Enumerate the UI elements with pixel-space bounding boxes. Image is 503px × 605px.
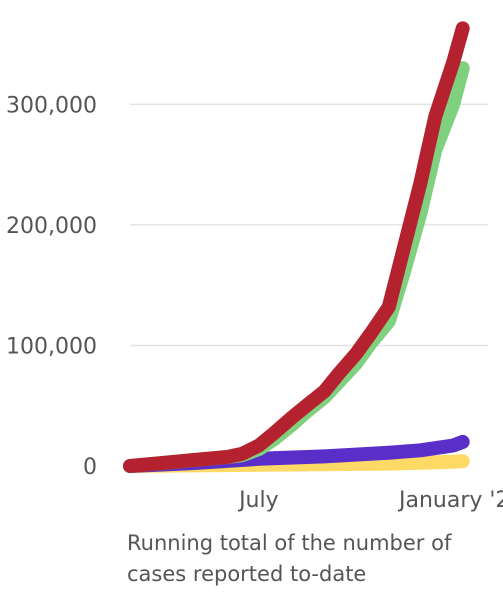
x-tick-label: July — [237, 488, 279, 513]
y-tick-label: 0 — [83, 455, 97, 480]
y-tick-label: 300,000 — [6, 93, 97, 118]
cases-line-chart: 0 100,000 200,000 300,000 July January '21 — [6, 21, 503, 513]
chart-caption: Running total of the number of cases rep… — [127, 531, 452, 586]
series-line-1 — [123, 21, 470, 473]
y-tick-label: 100,000 — [6, 334, 97, 359]
y-tick-label: 200,000 — [6, 214, 97, 239]
x-tick-label: January '21 — [397, 488, 503, 513]
